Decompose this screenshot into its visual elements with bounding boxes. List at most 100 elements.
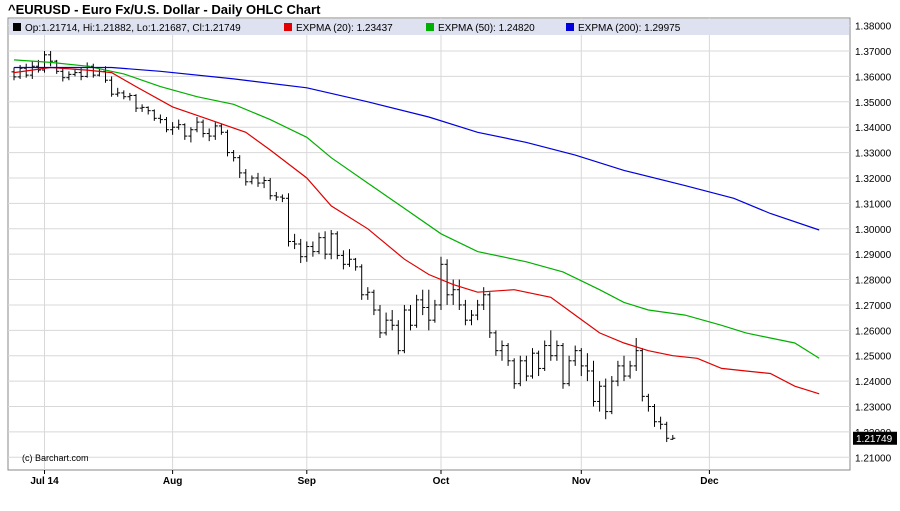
ohlc-bar: [322, 231, 328, 260]
ohlc-bar: [603, 378, 609, 420]
ohlc-bar: [212, 122, 218, 140]
y-tick-label: 1.23000: [855, 403, 892, 414]
y-tick-label: 1.28000: [855, 276, 892, 287]
ohlc-bar: [334, 231, 340, 260]
ohlc-bar: [536, 350, 542, 377]
ohlc-bar: [371, 289, 377, 316]
ohlc-bar: [218, 123, 224, 135]
ohlc-bar: [60, 68, 66, 82]
ohlc-bar: [267, 177, 273, 200]
expma-lines: [13, 59, 820, 395]
ohlc-bar: [127, 92, 133, 101]
ohlc-bar: [633, 337, 639, 371]
x-axis-ticks: Jul 14 Aug Sep Oct Nov Dec: [30, 470, 719, 487]
ohlc-bar: [237, 155, 243, 178]
legend-marker-expma-50: [426, 23, 434, 31]
ohlc-bar: [206, 128, 212, 142]
ohlc-bar: [401, 304, 407, 354]
ohlc-bar: [578, 348, 584, 377]
ohlc-bar: [279, 194, 285, 203]
ohlc-bar: [469, 310, 474, 326]
x-tick-label: Aug: [163, 476, 182, 487]
ohlc-bar: [292, 233, 298, 250]
ohlc-bar: [347, 249, 352, 267]
ohlc-bar: [377, 304, 383, 338]
ohlc-bar: [511, 358, 517, 389]
ohlc-bar: [542, 340, 548, 371]
x-tick-label: Oct: [433, 476, 450, 487]
last-price-label: 1.21749: [856, 434, 893, 445]
y-tick-label: 1.27000: [855, 301, 892, 312]
ohlc-bar: [493, 330, 499, 356]
y-tick-label: 1.25000: [855, 352, 892, 363]
ohlc-bar: [359, 264, 365, 300]
y-axis-ticks: 1.210001.220001.230001.240001.250001.260…: [855, 22, 892, 465]
ohlc-bar: [157, 114, 163, 124]
y-tick-label: 1.26000: [855, 326, 892, 337]
credit-label: (c) Barchart.com: [22, 453, 89, 463]
ohlc-bar: [530, 348, 535, 379]
y-tick-label: 1.30000: [855, 225, 892, 236]
ohlc-bar: [121, 90, 127, 100]
ohlc-bar: [194, 117, 200, 133]
ohlc-bar: [176, 119, 182, 130]
legend-expma-20: EXPMA (20): 1.23437: [296, 23, 393, 34]
ohlc-bar: [11, 67, 17, 81]
ohlc-bar: [566, 355, 572, 387]
y-tick-label: 1.38000: [855, 22, 892, 33]
legend: Op:1.21714, Hi:1.21882, Lo:1.21687, Cl:1…: [13, 23, 681, 34]
ohlc-bar: [487, 292, 493, 338]
ohlc-bar: [304, 241, 310, 262]
ohlc-bar: [145, 106, 151, 115]
ohlc-bar: [188, 127, 194, 143]
ohlc-bar: [48, 51, 54, 67]
legend-ohlc-values: Op:1.21714, Hi:1.21882, Lo:1.21687, Cl:1…: [25, 23, 241, 34]
ohlc-bar: [670, 434, 676, 440]
legend-marker-ohlc: [13, 23, 21, 31]
ohlc-bar: [652, 403, 657, 427]
ohlc-bar: [255, 172, 261, 187]
ohlc-bar: [139, 104, 145, 112]
legend-marker-expma-20: [284, 23, 292, 31]
expma-line-2: [14, 66, 820, 231]
ohlc-bar: [505, 343, 511, 366]
legend-expma-200: EXPMA (200): 1.29975: [578, 23, 681, 34]
legend-marker-expma-200: [566, 23, 574, 31]
ohlc-bar: [200, 119, 206, 138]
ohlc-bar: [310, 241, 316, 257]
ohlc-bar: [481, 287, 487, 311]
ohlc-bar: [383, 312, 389, 336]
last-price-box: [853, 431, 897, 445]
y-tick-label: 1.34000: [855, 123, 892, 134]
ohlc-bar: [151, 109, 157, 121]
ohlc-bar: [340, 250, 346, 270]
ohlc-bar: [66, 71, 72, 81]
ohlc-bar: [456, 279, 462, 311]
ohlc-bar: [499, 340, 505, 361]
ohlc-bar: [615, 360, 621, 387]
ohlc-bar: [462, 299, 468, 326]
ohlc-bar: [621, 355, 627, 382]
y-tick-label: 1.31000: [855, 199, 892, 210]
ohlc-bar: [450, 279, 456, 305]
ohlc-bar: [554, 340, 560, 361]
ohlc-bar: [261, 176, 267, 189]
ohlc-bar: [133, 94, 139, 112]
ohlc-bar: [273, 191, 279, 201]
ohlc-bar: [408, 304, 413, 331]
ohlc-bar: [597, 381, 603, 412]
chart-title: ^EURUSD - Euro Fx/U.S. Dollar - Daily OH…: [8, 2, 321, 17]
ohlc-bar: [517, 355, 523, 387]
ohlc-bar: [231, 150, 237, 162]
ohlc-bar: [432, 299, 438, 323]
ohlc-bar: [225, 129, 230, 157]
ohlc-bar: [627, 360, 633, 379]
y-tick-label: 1.21000: [855, 453, 892, 464]
ohlc-bar: [591, 360, 596, 407]
ohlc-bar: [353, 257, 359, 271]
ohlc-bar: [316, 232, 322, 255]
ohlc-bar: [438, 256, 444, 311]
ohlc-bar: [548, 330, 554, 361]
ohlc-bar: [182, 123, 188, 140]
